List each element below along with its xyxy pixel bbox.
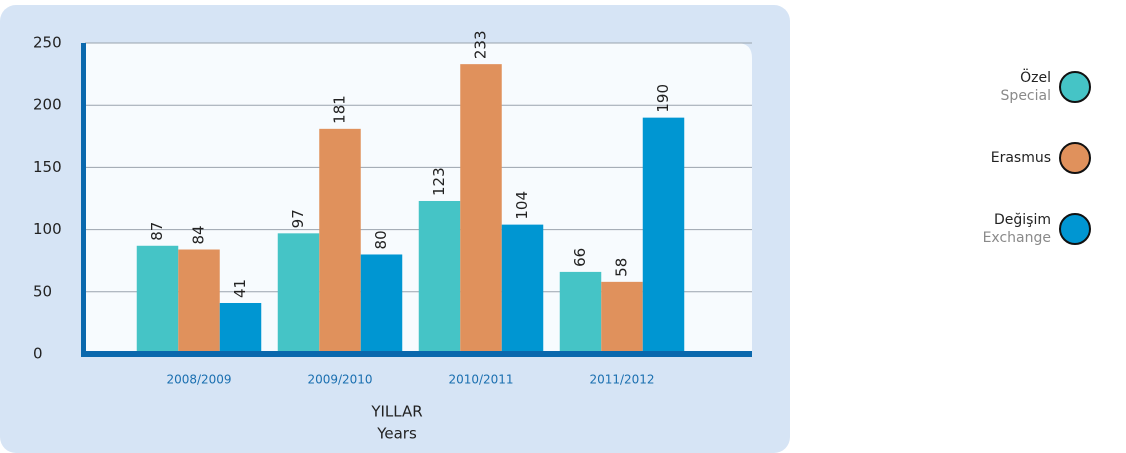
x-axis-label: YILLAR [370, 403, 422, 421]
bar [178, 249, 220, 354]
y-tick-label: 150 [33, 158, 62, 176]
bar-value-label: 190 [654, 84, 672, 113]
x-axis [81, 351, 752, 357]
y-tick-label: 0 [33, 345, 43, 363]
x-tick-label: 2009/2010 [307, 373, 372, 387]
legend-sublabel: Exchange [983, 230, 1051, 246]
y-tick-label: 100 [33, 220, 62, 238]
y-tick-label: 200 [33, 96, 62, 114]
y-tick-label: 250 [33, 34, 62, 52]
bar [219, 302, 262, 354]
bar [319, 128, 361, 354]
bar [277, 233, 320, 354]
bar [460, 64, 502, 354]
legend-label: Özel [1020, 68, 1051, 86]
x-tick-label: 2011/2012 [589, 373, 654, 387]
bar-value-label: 181 [331, 95, 349, 124]
legend-label: Değişim [994, 212, 1051, 228]
bar [360, 254, 403, 354]
bar-value-label: 66 [571, 248, 589, 267]
legend-sublabel: Special [1001, 88, 1051, 104]
bar [418, 200, 461, 354]
x-tick-label: 2010/2011 [448, 373, 513, 387]
x-axis-label-en: Years [376, 425, 417, 443]
bar-value-label: 104 [513, 191, 531, 220]
bar-value-label: 233 [472, 31, 490, 60]
bar-value-label: 84 [190, 225, 208, 244]
bar [559, 271, 602, 354]
bar-value-label: 58 [613, 258, 631, 277]
bar [136, 245, 179, 354]
bar-value-label: 87 [148, 222, 166, 241]
bar-value-label: 123 [430, 167, 448, 196]
bar-value-label: 41 [231, 279, 249, 298]
y-tick-label: 50 [33, 282, 52, 300]
x-tick-label: 2008/2009 [166, 373, 231, 387]
legend-swatch [1059, 213, 1091, 245]
legend-swatch [1059, 142, 1091, 174]
legend-label: Erasmus [991, 150, 1051, 166]
bar-value-label: 80 [372, 230, 390, 249]
bar-value-label: 97 [289, 209, 307, 228]
bar [642, 117, 685, 354]
bar [501, 224, 544, 354]
legend-swatch [1059, 71, 1091, 103]
y-axis [81, 43, 86, 357]
bar [601, 281, 643, 354]
